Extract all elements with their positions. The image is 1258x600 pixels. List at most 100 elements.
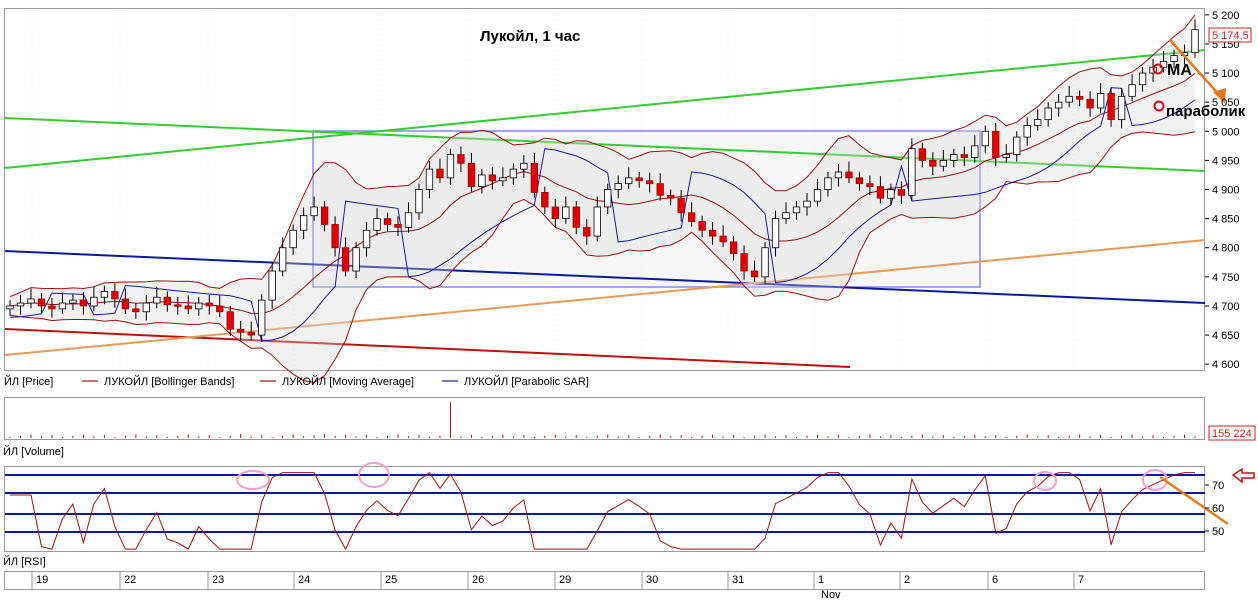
rsi-circle-4	[1142, 469, 1168, 491]
candle-down	[132, 308, 140, 313]
rsi-orange-arrow	[1159, 475, 1229, 526]
price-tick-label: 5 100	[1212, 68, 1240, 80]
candle-down	[1107, 93, 1115, 121]
candle-up	[887, 189, 895, 199]
candle-up	[1191, 29, 1199, 54]
candle-down	[918, 148, 926, 161]
candle-up	[279, 247, 287, 272]
price-tick-label: 4 850	[1212, 214, 1240, 226]
candle-up	[761, 247, 769, 278]
price-tick-label: 4 800	[1212, 243, 1240, 255]
candle-down	[341, 247, 350, 272]
price-tick-label: 5 050	[1212, 97, 1240, 109]
candle-up	[142, 302, 150, 313]
candle-down	[750, 270, 759, 278]
candle-up	[562, 206, 570, 220]
candle-up	[425, 168, 434, 190]
price-tick-label: 4 650	[1212, 330, 1240, 342]
candle-up	[520, 162, 528, 170]
candle-down	[541, 192, 549, 208]
candle-up	[614, 183, 622, 190]
candle-down	[992, 130, 1000, 158]
last-price-box	[1208, 27, 1252, 43]
x-day-label: 2	[904, 574, 910, 586]
price-tick-label: 4 700	[1212, 301, 1240, 313]
candle-down	[174, 304, 182, 307]
candles-layer	[6, 19, 1199, 343]
candle-up	[499, 177, 507, 182]
green-resistance-line-rising	[4, 49, 1206, 169]
orange-trend-line	[4, 239, 1206, 356]
candle-up	[6, 305, 14, 310]
volume-last-box	[1208, 425, 1256, 441]
price-tick-label: 5 200	[1212, 10, 1240, 22]
candle-down	[79, 299, 88, 307]
right-annotations: МА параболик	[1152, 39, 1246, 120]
candle-up	[195, 302, 203, 310]
candle-down	[855, 177, 864, 185]
rsi-line	[10, 471, 1195, 551]
candle-down	[320, 206, 329, 225]
rsi-panel-frame	[4, 466, 1205, 552]
candle-up	[268, 270, 276, 301]
x-day-label: 19	[36, 574, 48, 586]
candle-up	[509, 168, 518, 179]
candle-down	[457, 154, 465, 164]
price-tick-label: 4 600	[1212, 359, 1240, 371]
rsi-red-arrow-icon	[1231, 467, 1255, 484]
bollinger-fill	[10, 14, 1195, 383]
rsi-circle-3	[1033, 471, 1057, 491]
blue-support-line	[4, 250, 1206, 304]
rsi-overbought-circles	[236, 462, 1168, 491]
candle-up	[604, 189, 612, 208]
legend-item: ЙЛ [Price]	[4, 375, 53, 388]
candle-down	[226, 311, 234, 330]
candle-down	[583, 226, 591, 237]
price-tick-label: 4 900	[1212, 185, 1240, 197]
candle-down	[929, 159, 937, 167]
candle-down	[394, 224, 402, 228]
candle-down	[708, 229, 717, 237]
candle-down	[687, 212, 696, 222]
x-axis-frame	[4, 571, 1205, 590]
x-day-label: 24	[298, 574, 310, 586]
x-day-label: 22	[124, 574, 136, 586]
candle-down	[184, 305, 192, 310]
parabolic-sar-line	[9, 87, 1196, 342]
x-axis: 19 22 23 24 25 26 29 30 31 1 2 6 7	[31, 572, 1084, 590]
ma-annotation: МА	[1167, 62, 1192, 79]
x-day-label: 29	[559, 574, 571, 586]
candle-up	[373, 218, 381, 231]
price-tick-label: 4 950	[1212, 155, 1240, 167]
price-legend: ЙЛ [Price] ЛУКОЙЛ [Bollinger Bands] ЛУКОЙЛ…	[4, 375, 589, 388]
candle-up	[593, 206, 601, 237]
parabolic-marker-circle	[1153, 100, 1165, 112]
rsi-circle-1	[236, 470, 270, 490]
bollinger-lower	[9, 131, 1196, 383]
last-price-label: 5 174,5	[1212, 30, 1249, 42]
candle-down	[1075, 95, 1084, 100]
candle-up	[289, 229, 297, 249]
candle-up	[1096, 93, 1105, 109]
candle-up	[1044, 107, 1052, 121]
legend-item: ЛУКОЙЛ [Parabolic SAR]	[464, 375, 589, 388]
candle-down	[237, 328, 245, 333]
x-day-label: 23	[212, 574, 224, 586]
candle-up	[939, 159, 947, 167]
candle-up	[404, 212, 413, 228]
candle-up	[625, 177, 633, 185]
price-tick-label: 4 750	[1212, 272, 1240, 284]
candle-up	[310, 206, 318, 217]
candle-down	[845, 171, 853, 179]
candle-up	[1138, 72, 1147, 86]
rsi-axis: 70 60 50	[1205, 480, 1224, 538]
candle-up	[771, 218, 780, 249]
green-resistance-line-falling	[4, 117, 1206, 172]
chart-title-annotation: Лукойл, 1 час	[480, 28, 580, 45]
candle-down	[551, 206, 559, 220]
candle-down	[111, 290, 119, 300]
candle-down	[247, 331, 255, 336]
legend-item: ЛУКОЙЛ [Moving Average]	[282, 375, 414, 388]
candle-up	[1023, 125, 1031, 138]
